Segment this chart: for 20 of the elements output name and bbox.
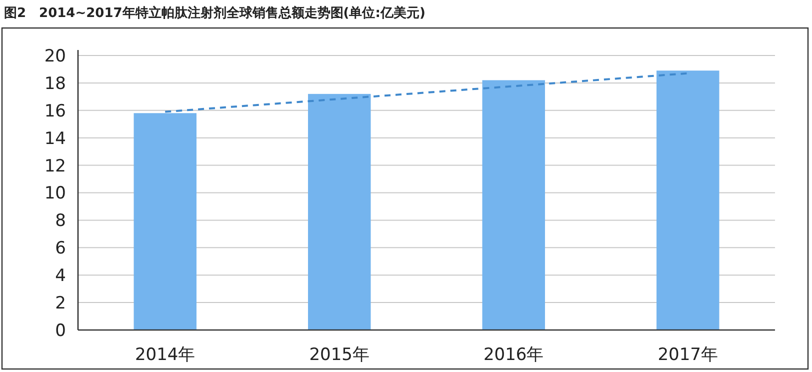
y-tick-label: 6 <box>55 238 66 259</box>
y-tick-label: 0 <box>55 321 66 341</box>
x-tick-label: 2015年 <box>309 345 370 365</box>
chart-title: 图2 2014~2017年特立帕肽注射剂全球销售总额走势图(单位:亿美元) <box>4 5 426 21</box>
bar <box>656 70 720 330</box>
y-tick-label: 12 <box>44 156 66 176</box>
bar <box>308 94 371 330</box>
y-tick-label: 16 <box>44 101 66 122</box>
bar <box>134 113 196 330</box>
y-tick-label: 2 <box>55 294 66 314</box>
x-tick-label: 2014年 <box>134 345 196 365</box>
x-tick-label: 2017年 <box>658 345 718 365</box>
y-tick-label: 4 <box>55 266 66 286</box>
bar <box>482 80 545 330</box>
y-tick-label: 10 <box>44 184 66 204</box>
y-tick-label: 14 <box>44 128 66 149</box>
y-tick-label: 8 <box>55 211 66 232</box>
x-tick-label: 2016年 <box>483 345 544 365</box>
y-tick-label: 20 <box>44 46 66 66</box>
y-tick-label: 18 <box>44 74 66 94</box>
